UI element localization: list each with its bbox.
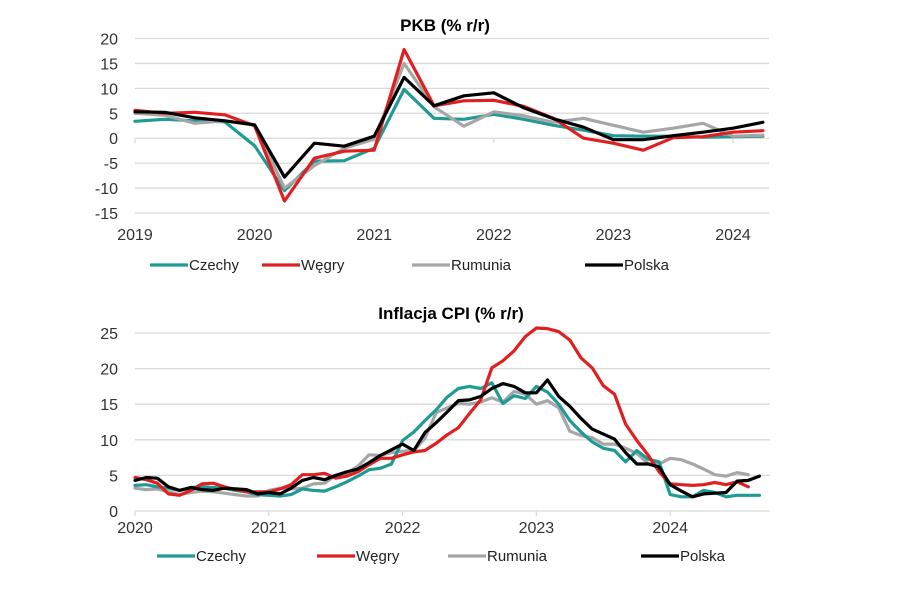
gdp-legend: Czechy Węgry Rumunia Polska xyxy=(150,257,670,274)
legend-label: Węgry xyxy=(301,257,345,274)
y-tick-label: 0 xyxy=(109,131,118,148)
x-tick-label: 2024 xyxy=(652,520,688,537)
x-tick-label: 2023 xyxy=(596,227,632,244)
y-tick-label: 20 xyxy=(100,32,118,49)
cpi-legend: Czechy Węgry Rumunia Polska xyxy=(157,548,726,565)
legend-label: Rumunia xyxy=(487,548,548,565)
legend-label: Polska xyxy=(680,548,726,565)
x-tick-label: 2024 xyxy=(715,227,751,244)
y-tick-label: -5 xyxy=(104,156,118,173)
legend-label: Czechy xyxy=(196,548,247,565)
y-tick-label: 5 xyxy=(109,468,118,485)
y-tick-label: 10 xyxy=(100,433,118,450)
legend-label: Węgry xyxy=(356,548,400,565)
y-tick-label: 5 xyxy=(109,106,118,123)
x-tick-label: 2021 xyxy=(356,227,392,244)
legend-label: Czechy xyxy=(189,257,240,274)
cpi-chart: Inflacja CPI (% r/r) 25 20 15 10 5 0 2020 2021… xyxy=(100,304,770,565)
series-line-polska xyxy=(133,75,765,179)
legend-label: Rumunia xyxy=(451,257,512,274)
legend-label: Polska xyxy=(624,257,670,274)
y-tick-label: -10 xyxy=(95,181,118,198)
y-tick-label: 20 xyxy=(100,362,118,379)
x-tick-label: 2022 xyxy=(385,520,421,537)
x-tick-label: 2023 xyxy=(519,520,555,537)
x-tick-label: 2019 xyxy=(117,227,153,244)
y-tick-label: 10 xyxy=(100,81,118,98)
gdp-chart-title: PKB (% r/r) xyxy=(400,16,490,35)
x-tick-label: 2020 xyxy=(237,227,273,244)
gdp-chart: PKB (% r/r) 20 15 10 5 0 -5 -10 -15 2019 2020 202… xyxy=(95,16,769,274)
y-tick-label: 15 xyxy=(100,56,118,73)
y-tick-label: 25 xyxy=(100,326,118,343)
x-tick-label: 2020 xyxy=(117,520,153,537)
series-line-wegry xyxy=(133,47,765,203)
cpi-chart-title: Inflacja CPI (% r/r) xyxy=(378,304,523,323)
series-line-rumunia xyxy=(133,389,750,498)
x-tick-label: 2021 xyxy=(251,520,287,537)
x-tick-label: 2022 xyxy=(476,227,512,244)
series-line-polska xyxy=(133,378,762,499)
y-tick-label: 15 xyxy=(100,397,118,414)
y-tick-label: -15 xyxy=(95,206,118,223)
y-tick-label: 0 xyxy=(109,504,118,521)
